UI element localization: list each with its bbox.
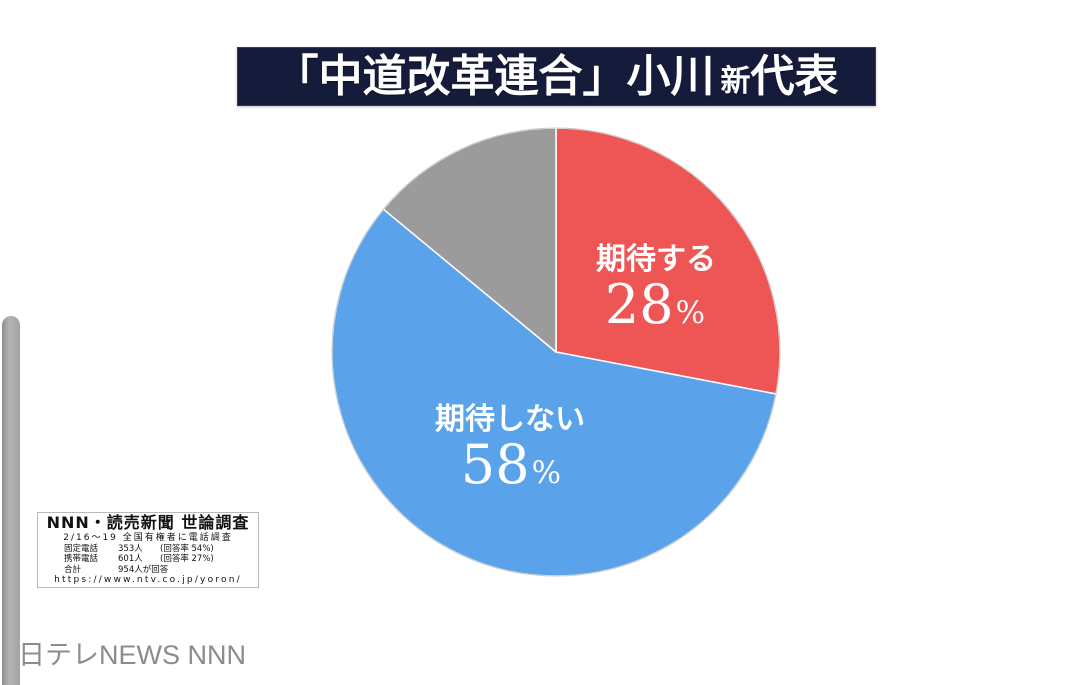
slice-label-expect: 期待する xyxy=(596,242,716,277)
source-row: 合計 954人が回答 xyxy=(38,565,258,576)
slice-value-number: 58 xyxy=(461,433,530,496)
source-row-label: 携帯電話 xyxy=(64,554,99,564)
scroll-thumb[interactable] xyxy=(2,316,20,685)
source-row-count: 601人 xyxy=(118,554,143,564)
source-row-label: 合計 xyxy=(64,564,82,575)
slice-value-number: 28 xyxy=(605,273,674,336)
source-row-label: 固定電話 xyxy=(64,543,99,554)
slice-value-expect: 28% xyxy=(605,273,705,336)
slice-value-unit: % xyxy=(532,455,561,491)
source-row-count: 353人 xyxy=(118,543,143,554)
slice-label-not-expect: 期待しない xyxy=(435,402,585,437)
slice-value-not-expect: 58% xyxy=(461,433,561,496)
pie-slice-other xyxy=(382,127,557,353)
title-banner: 「中道改革連合」小川 新代表 xyxy=(237,47,876,106)
source-row-rate: (回答率 54%) xyxy=(160,543,214,554)
pie-outline xyxy=(331,127,781,577)
pie-slice-expect xyxy=(555,127,781,395)
broadcaster-watermark: 日テレNEWS NNN xyxy=(18,640,246,670)
source-period: 2/16〜19 全国有権者に電話調査 xyxy=(63,533,233,543)
title-small: 新 xyxy=(720,64,751,99)
title-lead: 「中道改革連合」小川 xyxy=(274,51,715,102)
slice-value-unit: % xyxy=(676,295,705,331)
source-row: 固定電話 353人 (回答率 54%) xyxy=(38,544,258,555)
pie-slices xyxy=(331,127,781,577)
source-box: NNN・読売新聞 世論調査 2/16〜19 全国有権者に電話調査 固定電話 35… xyxy=(37,512,259,588)
source-row-count: 954人が回答 xyxy=(118,564,169,575)
pie-slice-not-expect xyxy=(331,208,777,577)
source-row-rate: (回答率 27%) xyxy=(160,554,214,564)
source-url: https://www.ntv.co.jp/yoron/ xyxy=(54,575,242,585)
source-title: NNN・読売新聞 世論調査 xyxy=(46,513,250,532)
title-tail: 代表 xyxy=(750,51,839,102)
source-row: 携帯電話 601人 (回答率 27%) xyxy=(38,554,258,565)
